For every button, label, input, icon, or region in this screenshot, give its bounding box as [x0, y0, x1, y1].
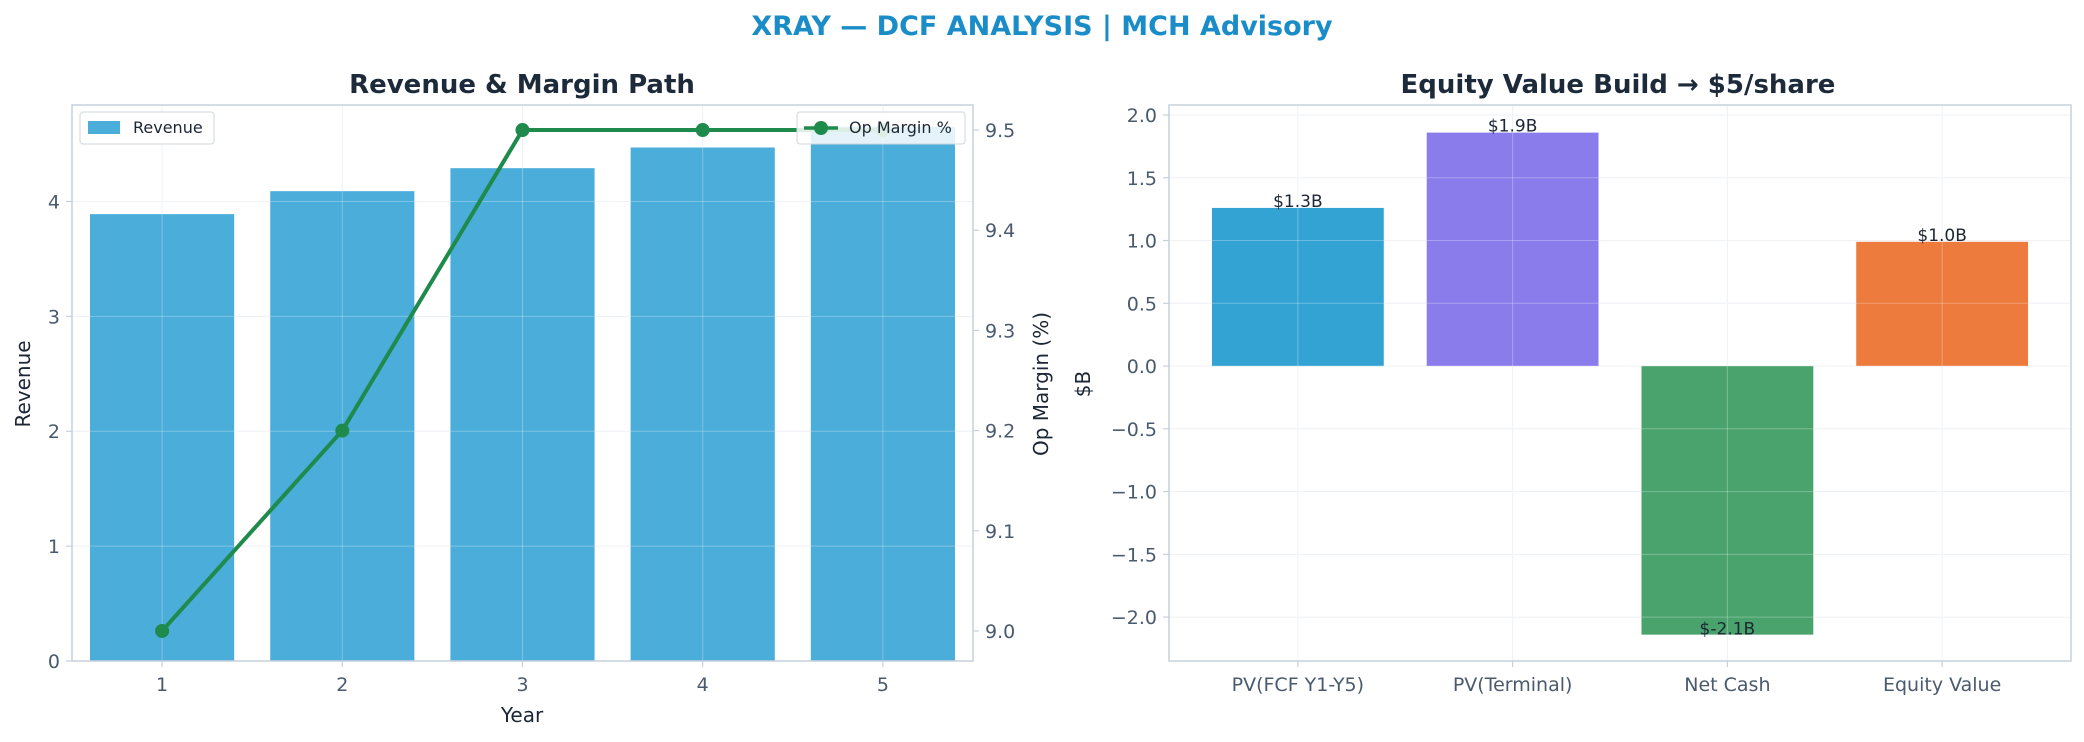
margin-legend: Op Margin %: [796, 111, 966, 145]
component-tick-label: PV(FCF Y1-Y5): [1232, 674, 1364, 696]
component-tick-label: Equity Value: [1883, 674, 2001, 696]
revenue-tick-label: 4: [48, 191, 60, 213]
revenue-bar: [450, 168, 595, 661]
dollar-tick-label: −0.5: [1111, 419, 1157, 441]
dollar-tick-label: 0.0: [1127, 356, 1157, 378]
dollar-tick-label: −2.0: [1111, 607, 1157, 629]
equity-data-label: $1.0B: [1917, 226, 1967, 246]
component-tick-label: Net Cash: [1684, 674, 1770, 696]
dollar-tick-label: 1.5: [1127, 168, 1157, 190]
year-tick-label: 4: [697, 674, 709, 696]
revenue-axis-title: Revenue: [11, 340, 35, 427]
equity-component-bar: [1856, 241, 2029, 367]
revenue-bar: [90, 214, 235, 661]
op-margin-point: [335, 423, 350, 438]
year-tick-label: 2: [336, 674, 348, 696]
revenue-bar: [810, 126, 955, 662]
year-tick-label: 1: [156, 674, 168, 696]
op-margin-point: [695, 123, 710, 138]
year-axis-title: Year: [500, 703, 544, 727]
figure-suptitle: XRAY — DCF ANALYSIS | MCH Advisory: [751, 11, 1333, 42]
margin-axis-title: Op Margin (%): [1029, 312, 1053, 456]
revenue-chart-title: Revenue & Margin Path: [349, 70, 695, 100]
revenue-margin-chart: Revenue & Margin Path 0 1 2 3 4 9.0 9.1 9.2 9.3 9…: [11, 70, 1053, 727]
equity-data-label: $1.9B: [1488, 117, 1538, 137]
dollar-tick-label: −1.5: [1111, 544, 1157, 566]
equity-chart-title: Equity Value Build → $5/share: [1401, 70, 1836, 100]
equity-plot-frame: [1168, 104, 2072, 662]
margin-tick-label: 9.2: [985, 421, 1015, 443]
revenue-tick-label: 0: [48, 651, 60, 673]
dollar-tick-label: 0.5: [1127, 293, 1157, 315]
op-margin-point: [155, 623, 170, 638]
dollars-axis-title: $B: [1071, 371, 1095, 397]
equity-build-chart: Equity Value Build → $5/share $1.3B $1.9B…: [1071, 70, 2072, 696]
equity-component-bar: [1211, 207, 1384, 367]
op-margin-point: [515, 123, 530, 138]
revenue-bar: [630, 147, 775, 661]
margin-legend-marker: [814, 121, 828, 135]
margin-tick-label: 9.3: [985, 320, 1015, 342]
equity-component-bar: [1426, 132, 1599, 367]
year-tick-label: 5: [877, 674, 889, 696]
revenue-legend: Revenue: [79, 111, 215, 145]
revenue-tick-label: 2: [48, 421, 60, 443]
equity-data-label: $-2.1B: [1700, 620, 1756, 640]
margin-tick-label: 9.1: [985, 521, 1015, 543]
revenue-tick-label: 3: [48, 306, 60, 328]
year-tick-label: 3: [516, 674, 528, 696]
revenue-legend-swatch: [88, 121, 120, 134]
revenue-tick-label: 1: [48, 536, 60, 558]
margin-tick-label: 9.0: [985, 621, 1015, 643]
margin-tick-label: 9.5: [985, 120, 1015, 142]
component-tick-label: PV(Terminal): [1453, 674, 1573, 696]
margin-legend-label: Op Margin %: [849, 118, 952, 137]
dollar-tick-label: 2.0: [1127, 105, 1157, 127]
dollar-tick-label: 1.0: [1127, 231, 1157, 253]
equity-component-bar: [1641, 366, 1814, 635]
revenue-legend-label: Revenue: [133, 118, 203, 137]
dollar-tick-label: −1.0: [1111, 482, 1157, 504]
equity-data-label: $1.3B: [1273, 192, 1323, 212]
margin-tick-label: 9.4: [985, 220, 1015, 242]
